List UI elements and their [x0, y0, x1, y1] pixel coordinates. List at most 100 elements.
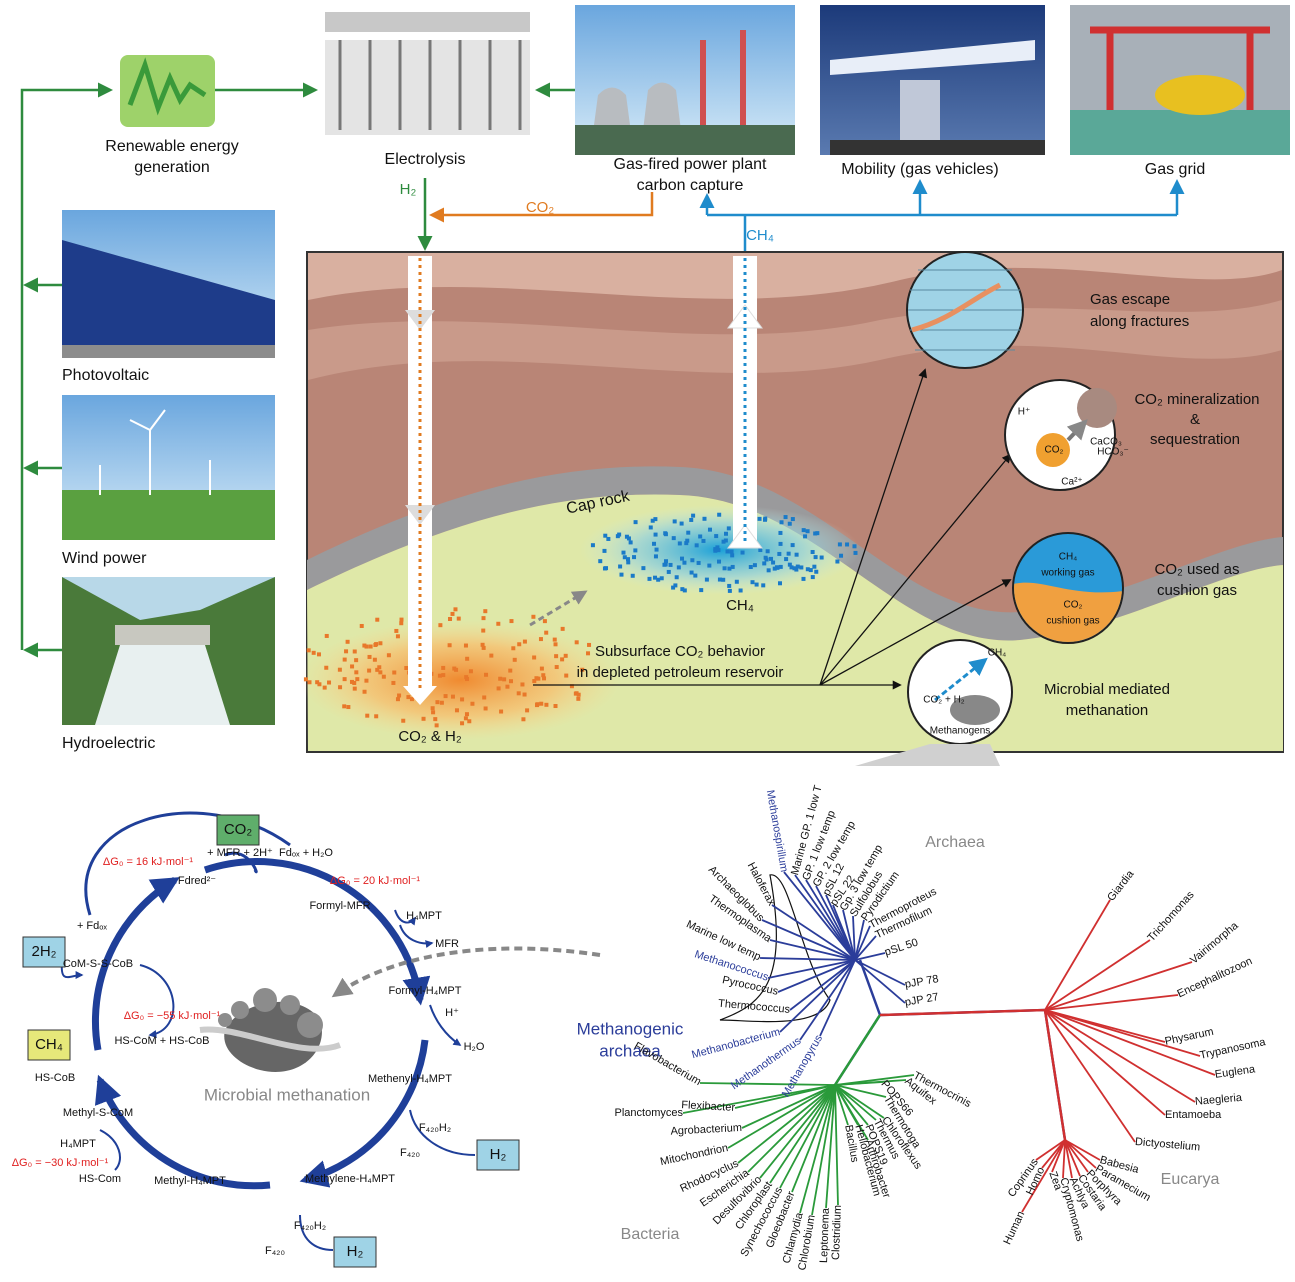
- co2-particle: [448, 616, 453, 621]
- ch4-particle: [717, 559, 722, 564]
- ch4-particle: [686, 530, 691, 535]
- co2-particle: [430, 706, 435, 711]
- co2-particle: [450, 611, 455, 616]
- cycle-label: MFR: [435, 938, 459, 950]
- tree-branch: [1044, 1009, 1196, 1103]
- co2-particle: [532, 679, 537, 684]
- cycle-label: CO₂: [224, 821, 253, 838]
- cycle-box: [216, 814, 260, 846]
- tree-branch: [854, 952, 886, 961]
- ch4-particle: [626, 536, 631, 541]
- ch4-particle: [722, 566, 727, 571]
- wind-image: [62, 395, 275, 540]
- co2-particle: [324, 633, 329, 638]
- ch4-particle: [740, 550, 745, 555]
- ch4-particle: [758, 548, 763, 553]
- co2-particle: [435, 700, 440, 705]
- tree-group-label: Bacteria: [621, 1226, 680, 1243]
- co2-particle: [346, 705, 351, 710]
- ch4-particle: [707, 527, 712, 532]
- co2-particle: [465, 656, 470, 661]
- tree-branch: [852, 915, 856, 961]
- ch4-particle: [685, 538, 690, 543]
- tree-branch: [791, 1084, 836, 1193]
- tree-branch: [811, 1084, 836, 1216]
- ch4-particle: [707, 563, 712, 568]
- ch4-particle: [659, 576, 664, 581]
- tree-branch: [761, 919, 856, 961]
- ch4-particle: [730, 553, 735, 558]
- ch4-particle: [624, 534, 629, 539]
- ch4-particle: [653, 532, 658, 537]
- co2-particle: [315, 680, 320, 685]
- ch4-particle: [653, 554, 658, 559]
- tree-branch: [832, 904, 856, 961]
- cycle-label: + Fdₒₓ: [77, 920, 107, 932]
- co2-particle: [481, 645, 486, 650]
- ch4-particle: [845, 542, 850, 547]
- inset-label: CO₂: [1045, 445, 1064, 456]
- co2-particle: [307, 680, 312, 685]
- tree-branch: [682, 1084, 836, 1114]
- bacteria-leaf: Leptonema: [818, 1207, 832, 1263]
- archaea-leaf: pJP 78: [904, 973, 940, 991]
- ch4-particle: [819, 555, 824, 560]
- co2-particle: [352, 649, 357, 654]
- ch4-particle: [805, 567, 810, 572]
- tree-branch: [834, 1084, 869, 1126]
- ch4-particle: [663, 562, 668, 567]
- co2-particle: [354, 658, 359, 663]
- cycle-label: H₂: [490, 1146, 507, 1163]
- tree-group-label: archaea: [599, 1041, 661, 1060]
- ch4-particle: [653, 517, 658, 522]
- bacteria-leaf: Clostridium: [830, 1205, 844, 1260]
- inset-label: CH₄: [988, 648, 1007, 659]
- reservoir-label: CO₂ used as: [1154, 561, 1239, 578]
- tree-branch: [825, 1084, 836, 1209]
- tree-branch: [1062, 1139, 1066, 1179]
- reservoir-label: methanation: [1066, 702, 1149, 719]
- cycle-label: Formyl-MFR: [309, 900, 370, 912]
- co2-particle: [574, 691, 579, 696]
- ch4-particle: [783, 515, 788, 520]
- cycle-label: Microbial methanation: [204, 1085, 370, 1104]
- co2-particle: [399, 621, 404, 626]
- ch4-particle: [702, 516, 707, 521]
- source-label: Photovoltaic: [62, 367, 149, 384]
- tree-branch: [767, 959, 856, 979]
- co2-particle: [499, 709, 504, 714]
- co2-particle: [391, 680, 396, 685]
- top-label: generation: [134, 159, 210, 176]
- ch4-particle: [701, 538, 706, 543]
- co2-particle: [352, 686, 357, 691]
- co2-particle: [483, 609, 488, 614]
- co2-particle: [337, 667, 342, 672]
- eucarya-leaf: Vairimorpha: [1188, 919, 1241, 966]
- cycle-label: H₄MPT: [60, 1138, 96, 1150]
- co2-particle: [342, 677, 347, 682]
- co2-particle: [450, 694, 455, 699]
- co2-particle: [441, 673, 446, 678]
- co2-particle: [552, 637, 557, 642]
- co2-particle: [378, 641, 383, 646]
- microbe-illustration: [199, 988, 342, 1072]
- ch4-particle: [653, 575, 658, 580]
- ch4-particle: [679, 521, 684, 526]
- tree-branch: [779, 1084, 836, 1189]
- ch4-particle: [693, 573, 698, 578]
- ch4-particle: [763, 555, 768, 560]
- ch4-particle: [771, 560, 776, 565]
- ch4-particle: [671, 536, 676, 541]
- gas-grid-image: [1070, 5, 1290, 155]
- co2-particle: [447, 643, 452, 648]
- ch4-particle: [815, 531, 820, 536]
- co2-particle: [368, 644, 373, 649]
- ch4-particle: [618, 564, 623, 569]
- co2-particle: [342, 657, 347, 662]
- ch4-particle: [777, 551, 782, 556]
- tree-branch: [1044, 1009, 1166, 1116]
- ch4-particle: [684, 541, 689, 546]
- co2-particle: [364, 644, 369, 649]
- co2-particle: [544, 630, 549, 635]
- co2-particle: [359, 623, 364, 628]
